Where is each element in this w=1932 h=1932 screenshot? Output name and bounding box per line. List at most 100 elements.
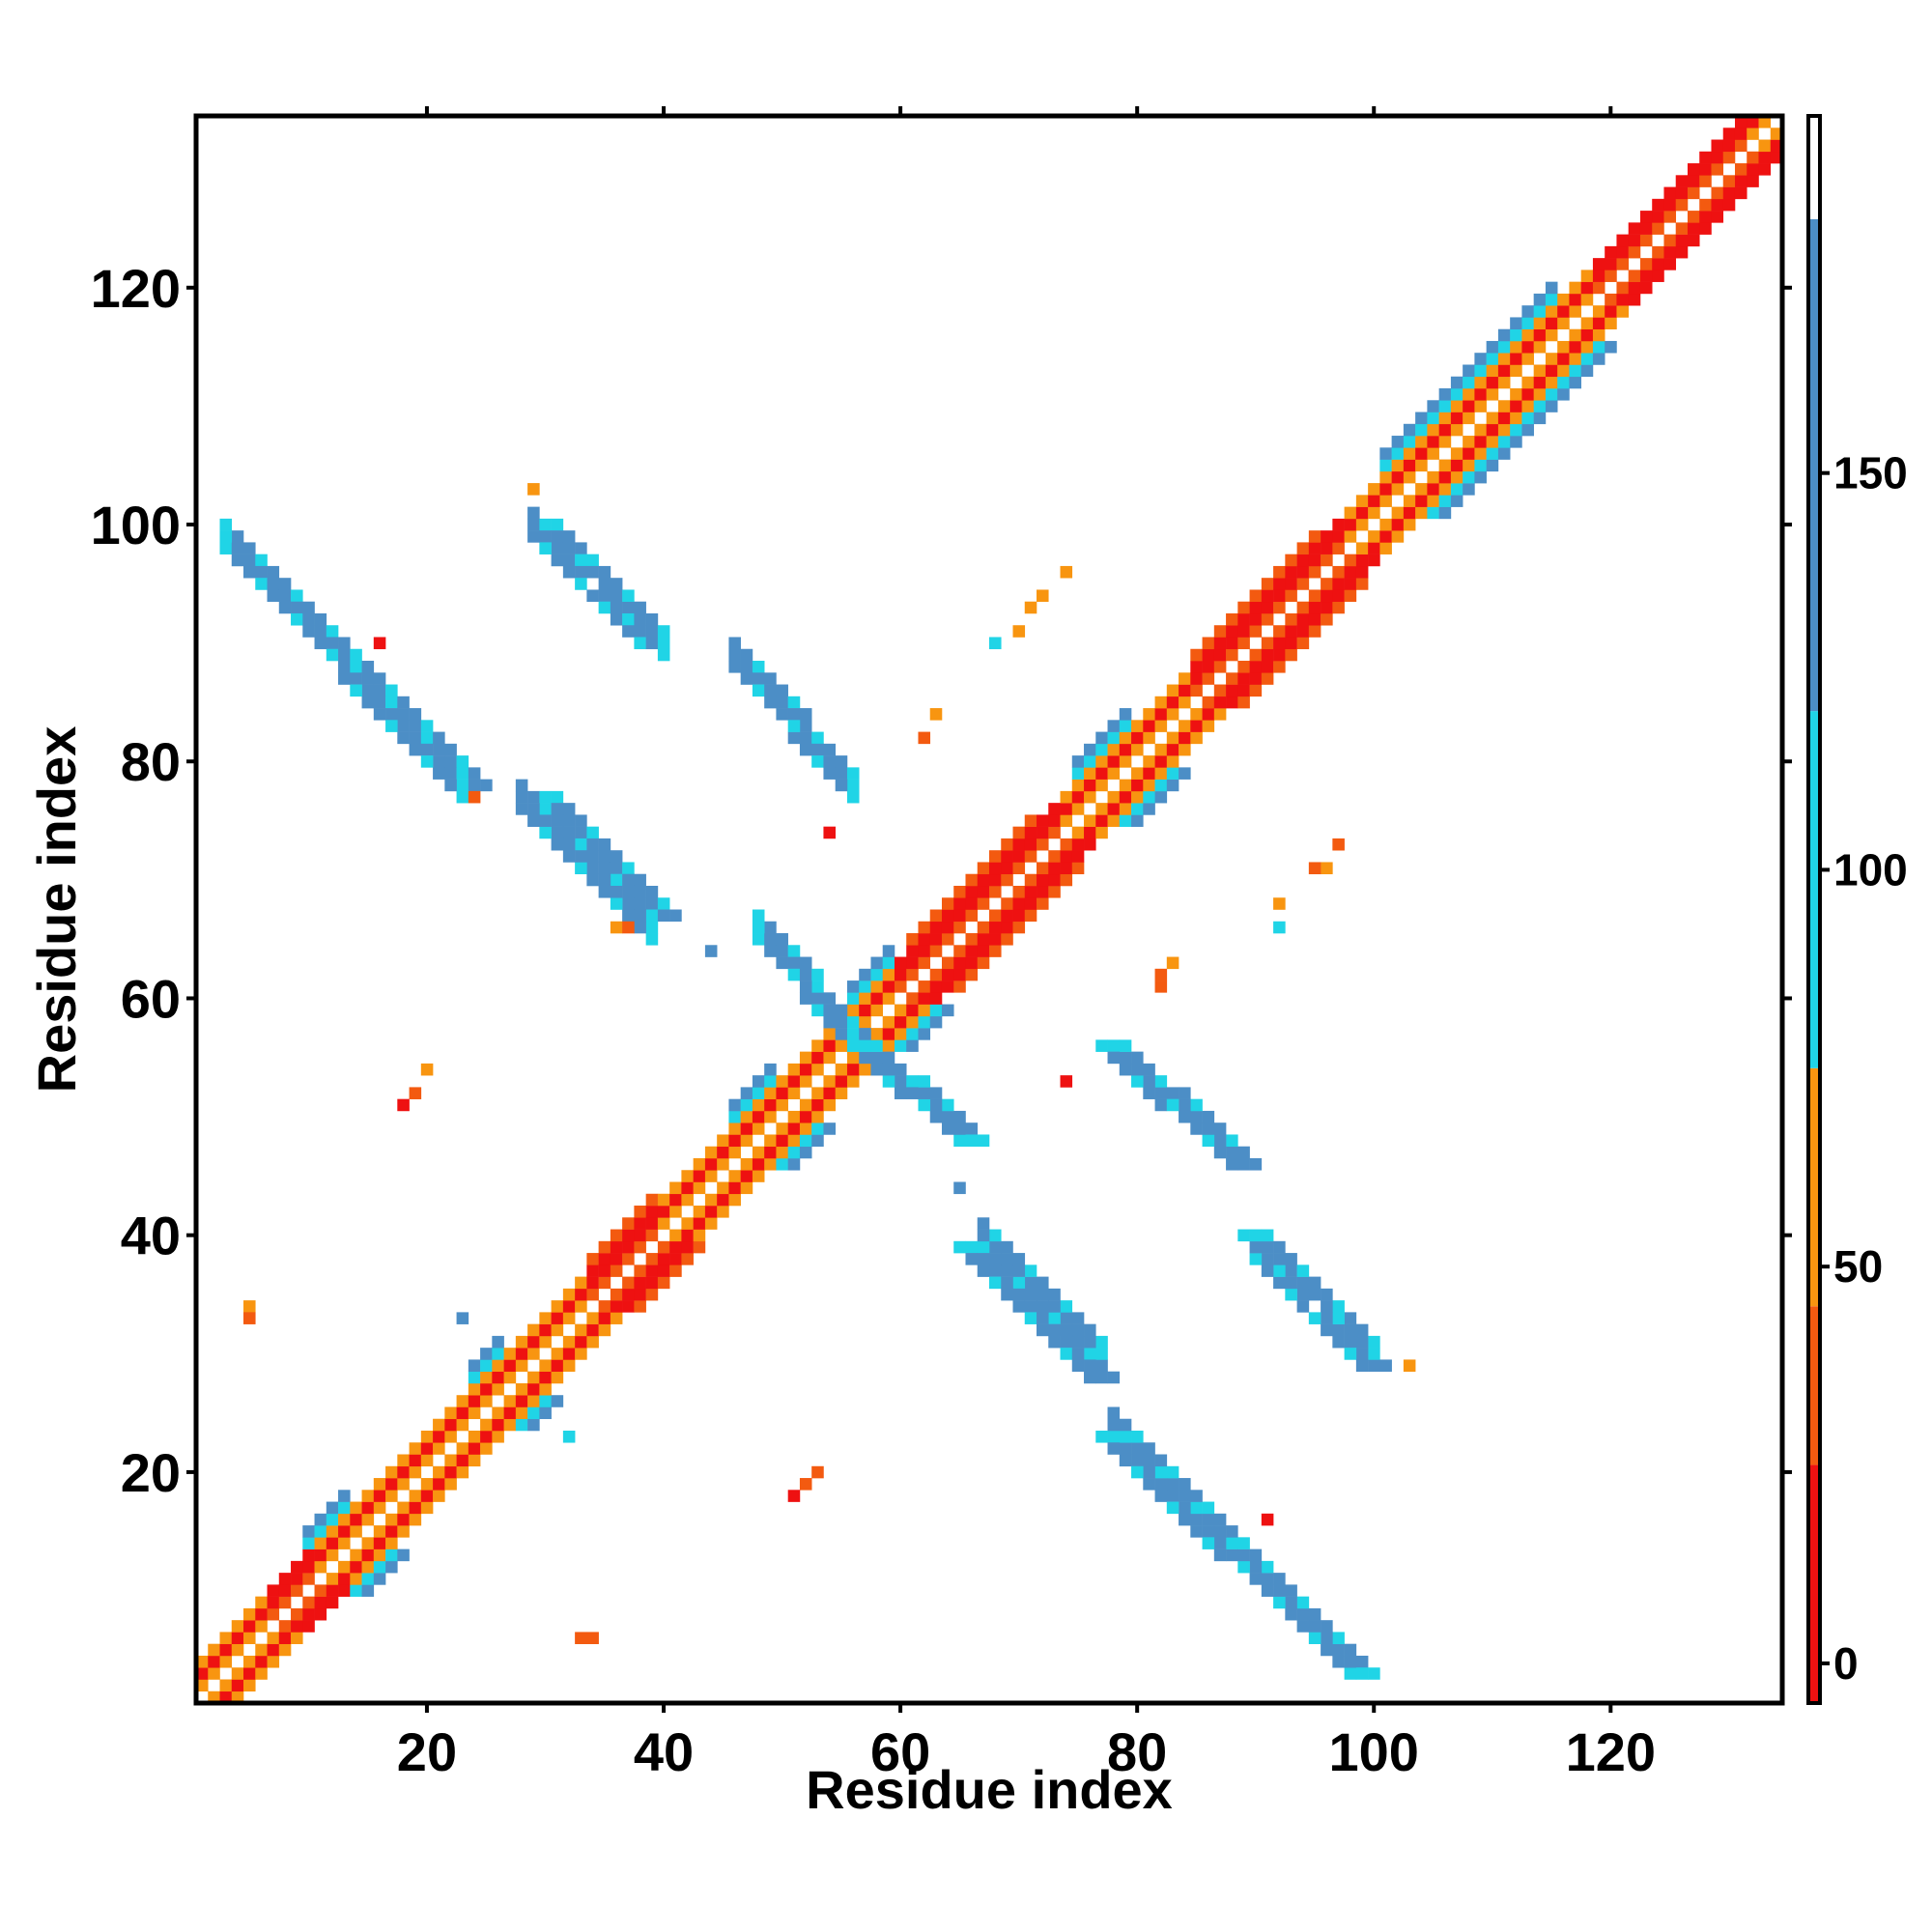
heatmap-cell	[1119, 814, 1132, 827]
heatmap-cell	[1166, 956, 1179, 970]
heatmap-cell	[1450, 388, 1463, 401]
heatmap-cell	[764, 945, 777, 957]
heatmap-cell	[1438, 506, 1452, 520]
heatmap-cell	[657, 637, 670, 650]
heatmap-cell	[1190, 708, 1203, 721]
heatmap-cell	[953, 1240, 966, 1254]
heatmap-cell	[764, 696, 777, 709]
heatmap-cell	[1711, 151, 1724, 164]
heatmap-cell	[1249, 625, 1263, 638]
x-tick-label: 80	[1107, 1721, 1167, 1782]
heatmap-cell	[752, 1110, 765, 1123]
heatmap-cell	[1296, 1596, 1310, 1609]
heatmap-cell	[1071, 850, 1085, 863]
heatmap-cell	[1580, 270, 1594, 282]
heatmap-cell	[598, 850, 611, 863]
heatmap-cell	[1415, 412, 1428, 425]
heatmap-cell	[1545, 353, 1558, 365]
heatmap-cell	[1143, 790, 1155, 804]
heatmap-cell	[929, 980, 943, 993]
heatmap-cell	[1237, 637, 1250, 650]
heatmap-cell	[989, 1229, 1002, 1242]
heatmap-cell	[965, 873, 979, 887]
heatmap-cell	[776, 1087, 788, 1099]
heatmap-cell	[539, 518, 552, 531]
heatmap-cell	[1486, 388, 1499, 401]
heatmap-cell	[1368, 1359, 1380, 1372]
heatmap-cell	[846, 790, 860, 804]
heatmap-cell	[977, 933, 990, 946]
heatmap-cell	[1084, 1371, 1096, 1384]
heatmap-cell	[586, 1323, 599, 1337]
heatmap-cell	[776, 1075, 788, 1088]
heatmap-cell	[622, 897, 635, 910]
heatmap-cell	[420, 731, 434, 745]
heatmap-cell	[575, 1632, 587, 1644]
y-axis-title: Residue index	[26, 726, 87, 1094]
heatmap-cell	[527, 803, 540, 815]
heatmap-cell	[811, 1004, 824, 1017]
heatmap-cell	[622, 873, 635, 887]
heatmap-cell	[657, 1217, 670, 1230]
heatmap-cell	[314, 1548, 327, 1562]
heatmap-cell	[1154, 1478, 1168, 1491]
heatmap-cell	[373, 672, 386, 685]
heatmap-cell	[799, 956, 812, 970]
heatmap-cell	[1285, 1253, 1297, 1265]
heatmap-cell	[219, 1679, 233, 1692]
heatmap-cell	[1368, 495, 1380, 507]
heatmap-cell	[1510, 353, 1522, 365]
heatmap-cell	[1166, 767, 1179, 780]
heatmap-cell	[1226, 637, 1238, 650]
heatmap-cell	[941, 1110, 954, 1123]
heatmap-cell	[468, 779, 481, 792]
heatmap-cell	[645, 1193, 659, 1207]
heatmap-cell	[1261, 578, 1274, 590]
heatmap-cell	[1131, 1430, 1144, 1443]
heatmap-cell	[302, 1607, 315, 1621]
heatmap-cell	[1048, 1300, 1061, 1313]
heatmap-cell	[1001, 933, 1013, 946]
heatmap-cell	[1450, 483, 1463, 496]
heatmap-cell	[622, 885, 635, 898]
heatmap-cell	[776, 684, 788, 697]
heatmap-cell	[1273, 1584, 1286, 1597]
heatmap-cell	[1510, 364, 1522, 378]
heatmap-cell	[1071, 1335, 1085, 1349]
heatmap-cell	[551, 803, 564, 815]
heatmap-cell	[326, 1584, 339, 1597]
heatmap-cell	[776, 696, 788, 709]
heatmap-cell	[361, 1537, 375, 1549]
heatmap-cell	[882, 1039, 895, 1052]
heatmap-cell	[255, 1667, 268, 1680]
heatmap-cell	[1569, 305, 1581, 318]
heatmap-cell	[728, 1146, 741, 1159]
heatmap-cell	[1285, 1596, 1297, 1609]
heatmap-cell	[562, 542, 576, 554]
heatmap-cell	[1001, 1264, 1013, 1277]
heatmap-cell	[799, 1051, 812, 1065]
heatmap-cell	[1119, 755, 1132, 768]
heatmap-cell	[1095, 779, 1108, 792]
heatmap-cell	[291, 589, 303, 603]
heatmap-cell	[1261, 1513, 1274, 1526]
heatmap-cell	[918, 921, 931, 934]
heatmap-cell	[1190, 720, 1203, 732]
heatmap-cell	[1652, 270, 1664, 282]
heatmap-cell	[1569, 353, 1581, 365]
heatmap-cell	[539, 542, 552, 554]
heatmap-cell	[846, 1051, 860, 1065]
heatmap-cell	[1344, 1335, 1357, 1349]
heatmap-cell	[267, 1643, 280, 1657]
heatmap-cell	[1497, 353, 1511, 365]
heatmap-cell	[882, 1075, 895, 1088]
heatmap-cell	[764, 672, 777, 685]
heatmap-cell	[1308, 612, 1321, 626]
heatmap-cell	[728, 1122, 741, 1135]
heatmap-cell	[657, 625, 670, 638]
heatmap-cell	[1213, 1537, 1227, 1549]
heatmap-cell	[1616, 281, 1629, 295]
heatmap-cell	[598, 1312, 611, 1324]
heatmap-cell	[776, 1134, 788, 1148]
